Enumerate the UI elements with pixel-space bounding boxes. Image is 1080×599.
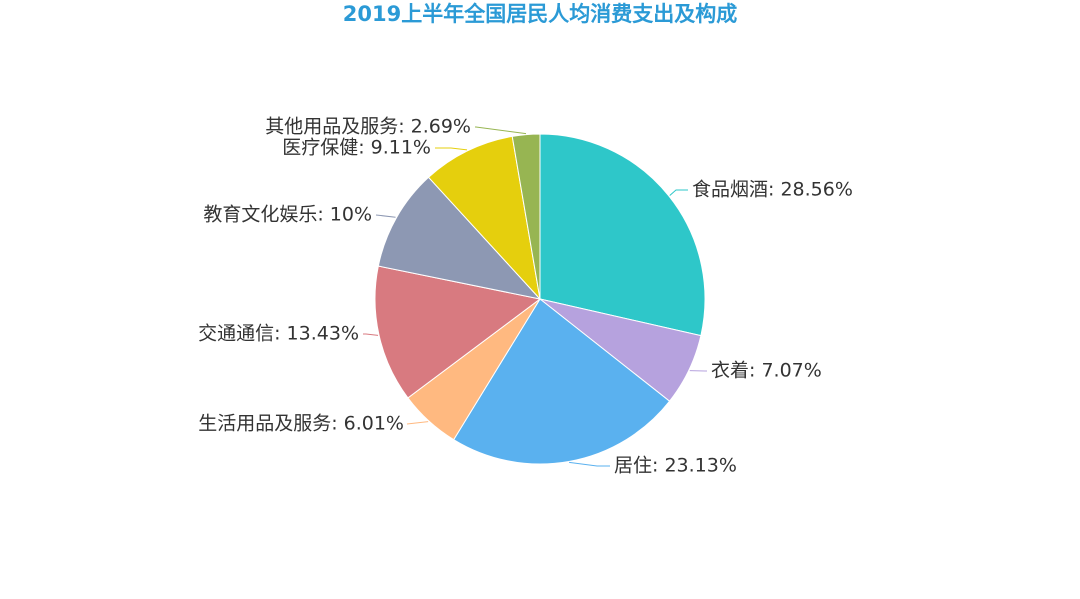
chart-title: 2019上半年全国居民人均消费支出及构成 <box>342 2 738 26</box>
leader-line-housing <box>569 461 610 467</box>
pie-slice-other-goods[interactable] <box>511 133 541 300</box>
slice-label-other-goods: 其他用品及服务: 2.69% <box>265 116 471 138</box>
leader-line-food-tobacco <box>669 189 688 196</box>
leader-line-household-goods <box>406 421 429 425</box>
slice-label-food-tobacco: 食品烟酒: 28.56% <box>692 179 853 201</box>
leader-line-healthcare <box>435 147 468 151</box>
leader-line-other-goods <box>475 126 527 135</box>
pie-slice-education-culture[interactable] <box>377 176 542 300</box>
pie-slice-food-tobacco[interactable] <box>539 133 706 337</box>
slice-label-household-goods: 生活用品及服务: 6.01% <box>198 413 404 435</box>
slice-label-transport-communication: 交通通信: 13.43% <box>198 323 359 345</box>
leader-line-transport-communication <box>363 333 379 336</box>
pie-slice-healthcare[interactable] <box>427 135 541 301</box>
slice-label-education-culture: 教育文化娱乐: 10% <box>203 204 372 226</box>
slice-label-healthcare: 医疗保健: 9.11% <box>282 137 431 159</box>
leader-line-education-culture <box>375 214 396 218</box>
pie-slice-transport-communication[interactable] <box>374 265 542 399</box>
slice-label-clothing: 衣着: 7.07% <box>711 360 822 382</box>
slice-label-housing: 居住: 23.13% <box>614 455 737 477</box>
pie-slice-housing[interactable] <box>453 298 671 465</box>
